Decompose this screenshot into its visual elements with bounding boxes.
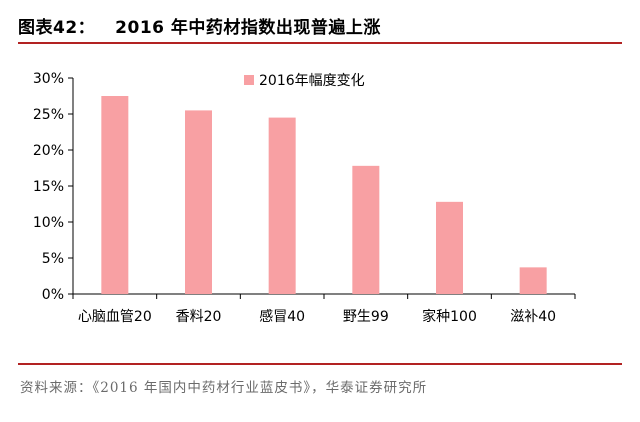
bar — [101, 96, 129, 294]
figure-label: 图表42： — [18, 18, 96, 38]
x-tick-label: 滋补40 — [510, 309, 556, 325]
bar — [185, 110, 212, 295]
y-tick-label: 15% — [33, 179, 64, 195]
x-tick-label: 野生99 — [343, 309, 389, 325]
figure-title-text: 2016 年中药材指数出现普遍上涨 — [115, 18, 381, 38]
source-note: 资料来源：《2016 年国内中药材行业蓝皮书》，华泰证券研究所 — [20, 380, 428, 396]
x-tick-label: 香料20 — [176, 309, 222, 325]
legend-label: 2016年幅度变化 — [259, 73, 365, 89]
bottom-rule — [18, 363, 622, 365]
bar-chart: 0% 5% 10% 15% 20% 25% 30% 心脑血管20 香料20 感冒40 野生99 家种1… — [33, 71, 576, 325]
top-rule — [18, 42, 622, 44]
bar — [352, 165, 380, 294]
y-tick-label: 5% — [42, 251, 64, 267]
legend-swatch — [244, 75, 254, 85]
y-tick-label: 0% — [42, 287, 64, 303]
bar — [519, 267, 547, 294]
y-tick-label: 10% — [33, 215, 64, 231]
x-tick-label: 感冒40 — [259, 308, 305, 325]
bar — [436, 201, 463, 294]
x-tick-label: 心脑血管20 — [78, 309, 152, 325]
x-tick-label: 家种100 — [422, 308, 477, 325]
y-tick-label: 25% — [33, 107, 64, 123]
bar — [268, 117, 296, 294]
y-tick-label: 30% — [33, 71, 64, 87]
figure-title: 图表42： 2016 年中药材指数出现普遍上涨 — [18, 13, 381, 38]
y-tick-label: 20% — [33, 143, 64, 159]
